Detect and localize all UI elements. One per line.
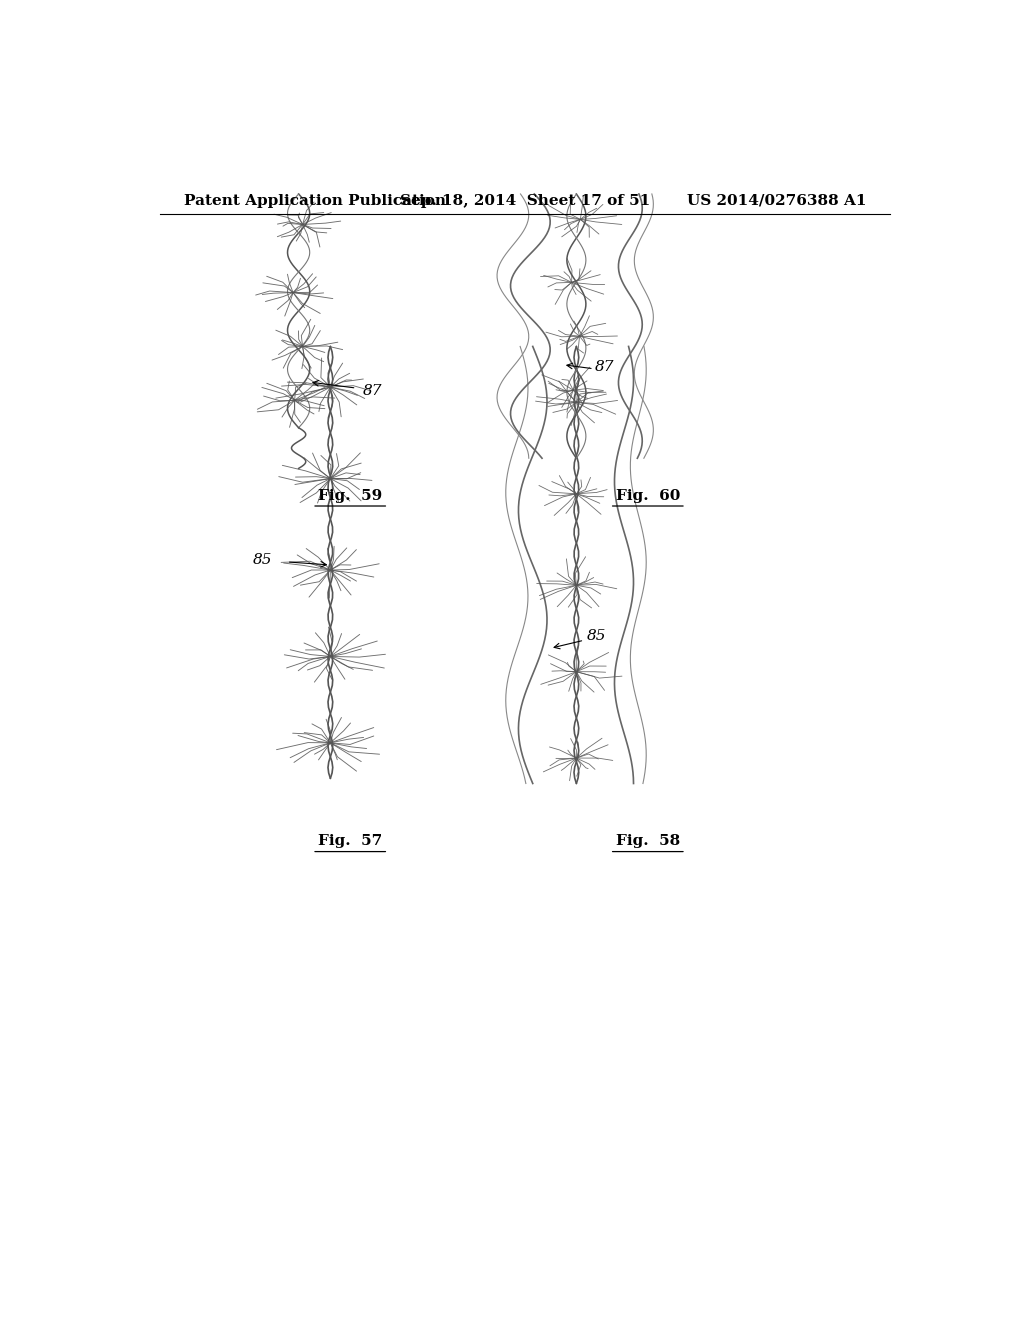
Text: Fig.  58: Fig. 58 [615,834,680,849]
Text: Patent Application Publication: Patent Application Publication [183,194,445,209]
Text: 85: 85 [253,553,272,566]
Text: 85: 85 [587,630,606,643]
Text: Fig.  59: Fig. 59 [318,488,382,503]
Text: US 2014/0276388 A1: US 2014/0276388 A1 [686,194,866,209]
Text: Fig.  60: Fig. 60 [615,488,680,503]
Text: Fig.  57: Fig. 57 [318,834,382,849]
Text: 87: 87 [362,384,382,399]
Text: Sep. 18, 2014  Sheet 17 of 51: Sep. 18, 2014 Sheet 17 of 51 [399,194,650,209]
Text: 87: 87 [594,360,614,374]
